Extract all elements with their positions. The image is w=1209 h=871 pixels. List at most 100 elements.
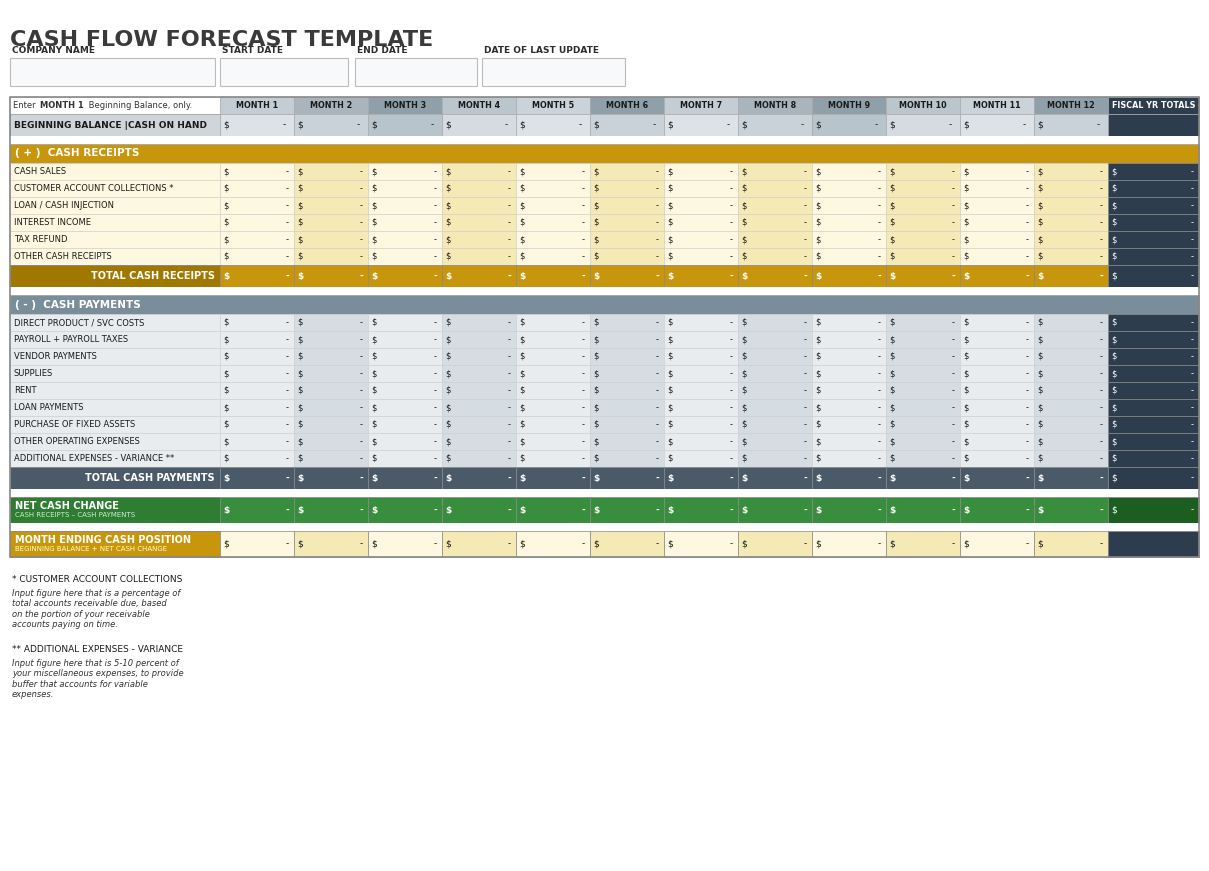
Text: -: - [1026,403,1029,412]
Bar [886,197,960,214]
Text: -: - [582,437,585,446]
Text: Beginning Balance, only.: Beginning Balance, only. [86,101,192,110]
Text: -: - [656,403,659,412]
Text: $: $ [669,474,677,483]
Text: $: $ [594,184,602,193]
Text: -: - [582,235,585,244]
Text: $: $ [669,420,676,429]
Text: -: - [1191,403,1194,412]
Bar [664,314,737,331]
Bar [590,197,664,214]
Text: -: - [878,352,881,361]
Bar [1034,365,1107,382]
Text: -: - [508,272,511,280]
Text: $: $ [520,474,530,483]
Text: -: - [1025,272,1029,280]
Text: -: - [729,272,733,280]
Bar [886,365,960,382]
Text: $: $ [890,539,898,549]
Bar [960,365,1034,382]
Text: $: $ [669,437,676,446]
Text: $: $ [1112,386,1120,395]
Bar [960,416,1034,433]
Text: $: $ [964,386,972,395]
Bar [590,497,664,523]
Text: -: - [878,437,881,446]
Bar [1034,314,1107,331]
Text: $: $ [224,437,232,446]
Bar [590,348,664,365]
Text: $: $ [890,272,899,280]
Bar [886,163,960,180]
Text: -: - [1100,352,1103,361]
Text: VENDOR PAYMENTS: VENDOR PAYMENTS [15,352,97,361]
Text: -: - [360,335,363,344]
Text: -: - [804,335,806,344]
Text: $: $ [742,272,751,280]
Text: $: $ [1112,420,1120,429]
Text: $: $ [372,235,380,244]
Bar [886,314,960,331]
Bar [220,58,348,86]
Text: -: - [1100,167,1103,176]
Text: -: - [878,167,881,176]
Text: $: $ [594,505,603,515]
Text: $: $ [224,386,232,395]
Bar [960,497,1034,523]
Text: -: - [508,318,511,327]
Text: $: $ [372,420,380,429]
Bar [516,365,590,382]
Bar [1034,180,1107,197]
Bar [664,265,737,287]
Bar [812,467,886,489]
Text: $: $ [964,252,972,261]
Text: -: - [582,201,585,210]
Text: -: - [729,474,733,483]
Bar [664,348,737,365]
Bar [1034,399,1107,416]
Text: -: - [434,167,436,176]
Text: $: $ [372,505,381,515]
Text: -: - [434,454,436,463]
Text: -: - [360,252,363,261]
Text: $: $ [964,335,972,344]
Bar [10,531,220,557]
Bar [886,450,960,467]
Text: $: $ [224,474,233,483]
Bar [368,382,442,399]
Bar [737,450,812,467]
Text: $: $ [1112,235,1120,244]
Text: -: - [656,218,659,227]
Text: $: $ [816,318,825,327]
Text: $: $ [742,184,750,193]
Bar [886,497,960,523]
Text: -: - [1026,437,1029,446]
Text: -: - [1026,167,1029,176]
Bar [294,314,368,331]
Bar [294,433,368,450]
Text: $: $ [1112,218,1120,227]
Text: -: - [1191,454,1194,463]
Bar [442,331,516,348]
Text: -: - [582,167,585,176]
Text: $: $ [224,335,232,344]
Text: -: - [1191,420,1194,429]
Bar [812,531,886,557]
Text: $: $ [742,218,750,227]
Text: MONTH ENDING CASH POSITION: MONTH ENDING CASH POSITION [15,535,191,544]
Text: $: $ [594,252,602,261]
Text: OTHER CASH RECEIPTS: OTHER CASH RECEIPTS [15,252,111,261]
Text: -: - [730,386,733,395]
Bar [1107,450,1199,467]
Bar [294,382,368,399]
Text: -: - [508,403,511,412]
Text: $: $ [520,539,528,549]
Text: -: - [434,201,436,210]
Bar [1107,433,1199,450]
Text: -: - [951,454,955,463]
Text: -: - [804,184,806,193]
Text: Input figure here that is 5-10 percent of
your miscellaneous expenses, to provid: Input figure here that is 5-10 percent o… [12,659,184,699]
Text: -: - [804,252,806,261]
Bar [220,97,294,114]
Bar [812,382,886,399]
